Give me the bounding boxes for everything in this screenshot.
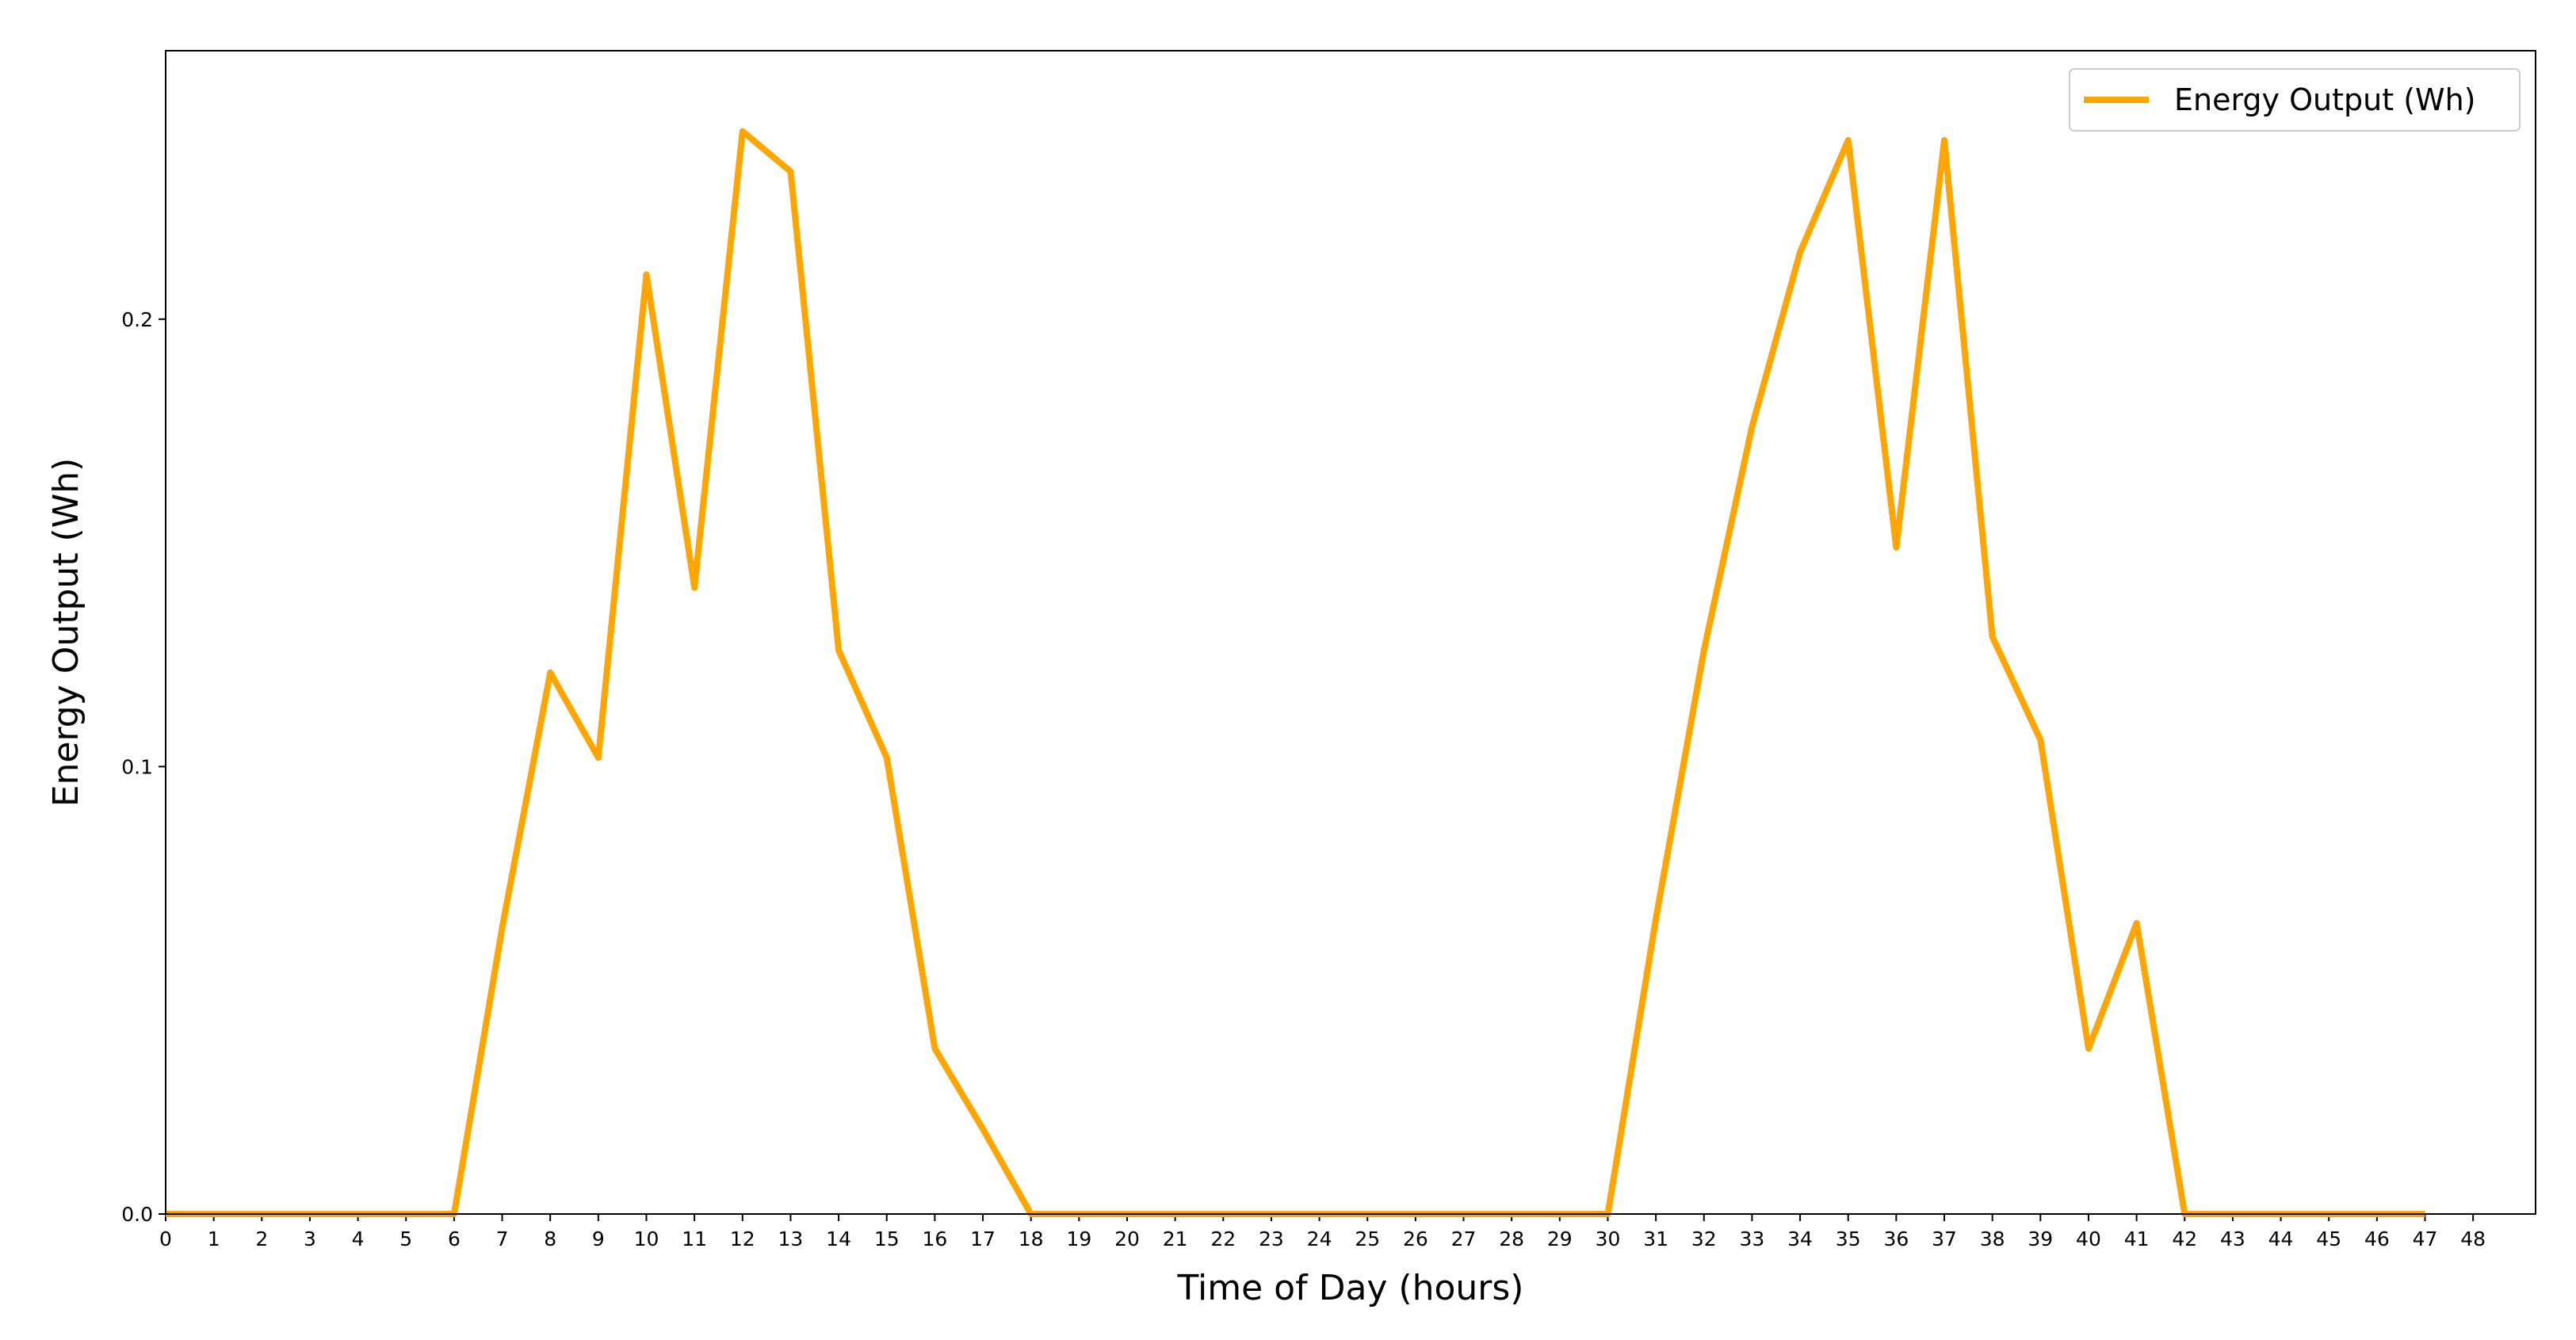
y-tick-label: 0.0 bbox=[121, 1203, 153, 1226]
x-tick-label: 44 bbox=[2268, 1227, 2294, 1250]
x-tick-label: 27 bbox=[1451, 1227, 1477, 1250]
x-tick-label: 10 bbox=[634, 1227, 659, 1250]
x-tick-label: 32 bbox=[1691, 1227, 1717, 1250]
x-tick-label: 21 bbox=[1163, 1227, 1188, 1250]
x-tick-label: 11 bbox=[682, 1227, 707, 1250]
x-axis-label: Time of Day (hours) bbox=[1177, 1268, 1524, 1308]
x-tick-label: 23 bbox=[1259, 1227, 1284, 1250]
x-tick-label: 37 bbox=[1932, 1227, 1957, 1250]
y-tick-label: 0.1 bbox=[121, 755, 153, 778]
x-tick-label: 19 bbox=[1066, 1227, 1091, 1250]
x-tick-label: 30 bbox=[1596, 1227, 1621, 1250]
x-tick-label: 43 bbox=[2220, 1227, 2245, 1250]
x-tick-label: 2 bbox=[255, 1227, 268, 1250]
x-tick-label: 18 bbox=[1019, 1227, 1044, 1250]
x-tick-label: 6 bbox=[448, 1227, 461, 1250]
x-tick-label: 9 bbox=[592, 1227, 605, 1250]
x-tick-label: 8 bbox=[544, 1227, 556, 1250]
y-axis-label: Energy Output (Wh) bbox=[46, 458, 86, 807]
x-tick-label: 29 bbox=[1547, 1227, 1573, 1250]
x-tick-label: 4 bbox=[352, 1227, 365, 1250]
x-tick-label: 41 bbox=[2124, 1227, 2150, 1250]
data-line bbox=[166, 128, 2425, 1217]
plot-frame bbox=[165, 50, 2536, 1215]
x-tick-label: 40 bbox=[2076, 1227, 2101, 1250]
x-tick-label: 22 bbox=[1210, 1227, 1236, 1250]
legend-box bbox=[2069, 68, 2521, 132]
x-tick-label: 31 bbox=[1643, 1227, 1668, 1250]
x-tick-label: 17 bbox=[970, 1227, 996, 1250]
x-tick-label: 0 bbox=[159, 1227, 172, 1250]
x-tick-label: 7 bbox=[496, 1227, 509, 1250]
x-tick-label: 5 bbox=[399, 1227, 412, 1250]
x-tick-label: 12 bbox=[730, 1227, 755, 1250]
x-tick-label: 47 bbox=[2413, 1227, 2438, 1250]
x-tick-label: 39 bbox=[2028, 1227, 2053, 1250]
x-tick-label: 48 bbox=[2460, 1227, 2486, 1250]
x-tick-label: 35 bbox=[1836, 1227, 1861, 1250]
legend-label: Energy Output (Wh) bbox=[2174, 82, 2476, 117]
x-tick-label: 34 bbox=[1787, 1227, 1813, 1250]
x-tick-label: 42 bbox=[2172, 1227, 2197, 1250]
x-tick-label: 3 bbox=[304, 1227, 316, 1250]
x-tick-label: 36 bbox=[1883, 1227, 1909, 1250]
x-tick-label: 20 bbox=[1114, 1227, 1140, 1250]
x-tick-label: 26 bbox=[1403, 1227, 1428, 1250]
x-tick-label: 46 bbox=[2364, 1227, 2390, 1250]
x-tick-label: 16 bbox=[922, 1227, 947, 1250]
x-tick-label: 1 bbox=[208, 1227, 220, 1250]
x-tick-label: 28 bbox=[1499, 1227, 1524, 1250]
x-tick-label: 45 bbox=[2316, 1227, 2341, 1250]
x-tick-label: 13 bbox=[778, 1227, 804, 1250]
x-tick-label: 25 bbox=[1355, 1227, 1380, 1250]
x-tick-label: 14 bbox=[826, 1227, 851, 1250]
x-tick-label: 33 bbox=[1740, 1227, 1765, 1250]
x-tick-label: 38 bbox=[1980, 1227, 2005, 1250]
y-tick-label: 0.2 bbox=[121, 308, 153, 331]
x-tick-label: 24 bbox=[1307, 1227, 1332, 1250]
x-tick-label: 15 bbox=[874, 1227, 900, 1250]
